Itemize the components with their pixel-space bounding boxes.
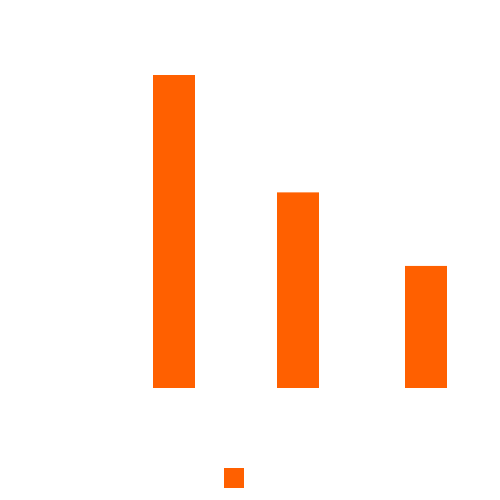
bar-group (153, 75, 447, 388)
bar-3 (405, 265, 447, 388)
bar-2 (277, 192, 319, 388)
bar-1 (153, 75, 195, 388)
legend-swatch (224, 468, 244, 488)
legend (224, 468, 244, 488)
